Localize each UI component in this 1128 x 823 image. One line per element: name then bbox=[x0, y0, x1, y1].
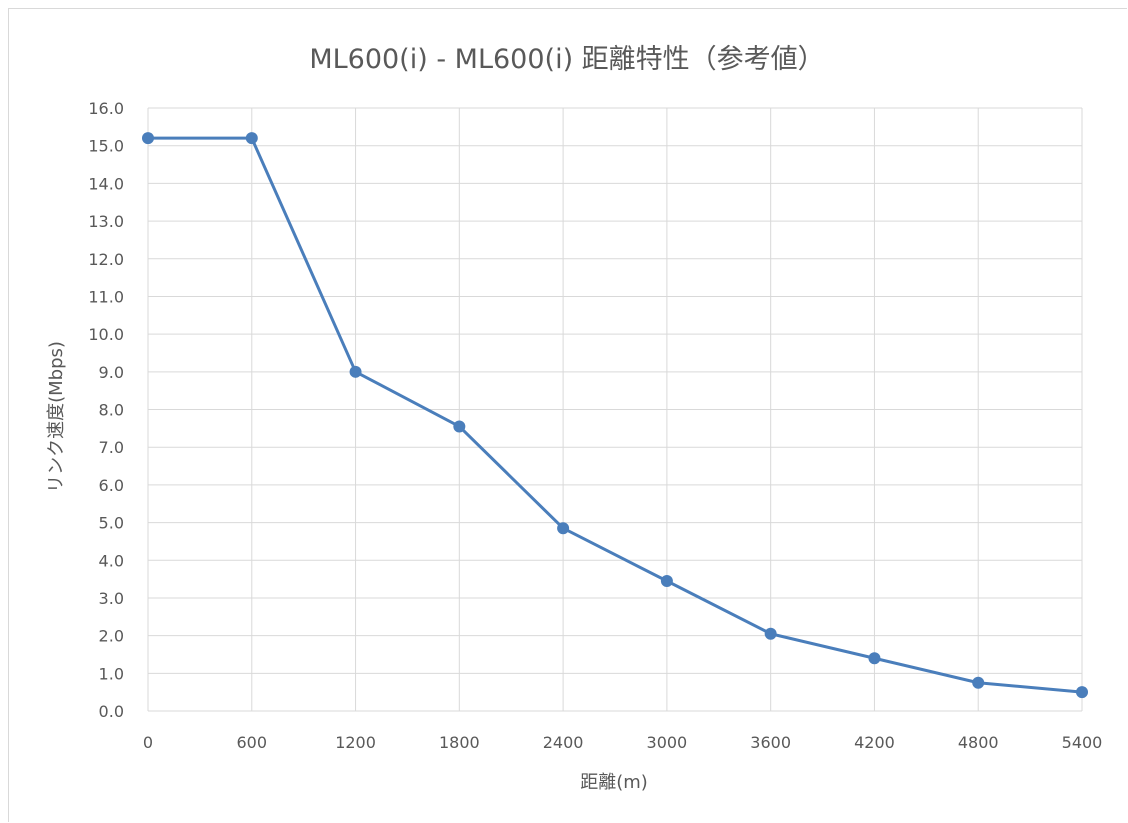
x-axis-label: 距離(m) bbox=[580, 772, 648, 793]
data-point bbox=[868, 652, 881, 665]
y-tick-label: 12.0 bbox=[88, 250, 124, 269]
x-tick-label: 4800 bbox=[958, 733, 999, 752]
y-tick-label: 1.0 bbox=[99, 664, 124, 683]
y-tick-label: 6.0 bbox=[99, 476, 124, 495]
y-axis-label: リンク速度(Mbps) bbox=[46, 341, 67, 493]
y-tick-label: 16.0 bbox=[88, 99, 124, 118]
data-point bbox=[764, 627, 777, 640]
x-tick-label: 3000 bbox=[647, 733, 688, 752]
x-tick-label: 1200 bbox=[335, 733, 376, 752]
x-tick-label: 0 bbox=[143, 733, 153, 752]
data-point bbox=[349, 365, 362, 378]
y-tick-label: 14.0 bbox=[88, 174, 124, 193]
series-layer bbox=[142, 132, 1088, 699]
x-tick-label: 2400 bbox=[543, 733, 584, 752]
y-tick-label: 0.0 bbox=[99, 702, 124, 721]
data-point bbox=[245, 132, 258, 145]
y-tick-label: 13.0 bbox=[88, 212, 124, 231]
x-tick-label: 3600 bbox=[750, 733, 791, 752]
y-tick-label: 3.0 bbox=[99, 589, 124, 608]
x-axis-ticks: 0 600 1200 1800 2400 3000 3600 4200 4800 5400 bbox=[143, 733, 1102, 752]
y-tick-label: 4.0 bbox=[99, 551, 124, 570]
x-tick-label: 5400 bbox=[1062, 733, 1103, 752]
y-tick-label: 15.0 bbox=[88, 137, 124, 156]
y-tick-label: 10.0 bbox=[88, 325, 124, 344]
y-tick-label: 7.0 bbox=[99, 438, 124, 457]
data-point bbox=[1076, 686, 1088, 699]
series-line bbox=[146, 136, 1084, 694]
data-point bbox=[142, 132, 154, 145]
chart-border bbox=[8, 8, 1127, 822]
y-tick-label: 9.0 bbox=[99, 363, 124, 382]
y-tick-label: 5.0 bbox=[99, 514, 124, 533]
data-point bbox=[557, 522, 570, 535]
data-point bbox=[660, 574, 673, 587]
x-tick-label: 600 bbox=[237, 733, 268, 752]
grid-layer bbox=[147, 107, 1083, 712]
y-tick-label: 11.0 bbox=[88, 287, 124, 306]
y-tick-label: 8.0 bbox=[99, 401, 124, 420]
y-axis-ticks: 0.0 1.0 2.0 3.0 4.0 5.0 6.0 7.0 8.0 9.0 10.0 11.0 12… bbox=[88, 99, 124, 721]
y-tick-label: 2.0 bbox=[99, 627, 124, 646]
chart-title: ML600(i) - ML600(i) 距離特性（参考値） bbox=[309, 44, 824, 75]
x-tick-label: 4200 bbox=[854, 733, 895, 752]
data-point bbox=[972, 676, 985, 689]
x-tick-label: 1800 bbox=[439, 733, 480, 752]
data-point bbox=[453, 420, 466, 433]
